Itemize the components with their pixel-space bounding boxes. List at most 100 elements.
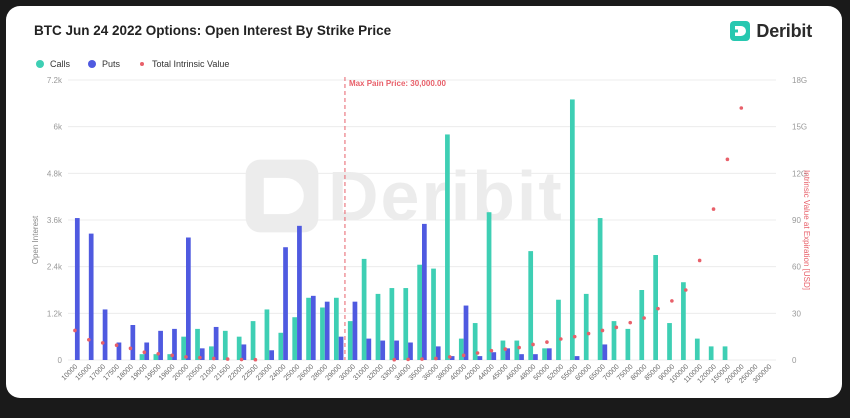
legend: Calls Puts Total Intrinsic Value	[36, 59, 229, 69]
intrinsic-point	[198, 355, 202, 360]
intrinsic-point	[572, 334, 577, 339]
calls-bar	[653, 255, 658, 360]
calls-bar	[209, 346, 214, 360]
puts-bar	[88, 233, 94, 360]
puts-bar	[505, 348, 511, 360]
calls-bar	[361, 258, 367, 360]
puts-bar	[380, 340, 386, 360]
intrinsic-point	[559, 337, 563, 341]
intrinsic-point	[545, 340, 549, 344]
calls-bar	[403, 288, 409, 360]
calls-bar	[458, 338, 464, 360]
y-axis-title: Open Interest	[31, 215, 40, 264]
intrinsic-point	[697, 258, 702, 263]
puts-bar	[435, 346, 441, 360]
calls-bar	[694, 338, 700, 360]
intrinsic-point	[253, 357, 258, 362]
intrinsic-point	[184, 355, 188, 359]
calls-bar	[542, 348, 547, 360]
calls-bar	[250, 321, 256, 360]
intrinsic-point	[531, 342, 535, 347]
brand-name: Deribit	[756, 20, 812, 41]
y2-tick-label: 15G	[792, 123, 807, 132]
intrinsic-point	[475, 351, 480, 355]
calls-bar	[139, 354, 145, 360]
intrinsic-point	[142, 350, 147, 355]
calls-bar	[292, 317, 298, 360]
calls-bar	[389, 288, 395, 360]
y-tick-label: 2.4k	[47, 263, 63, 272]
intrinsic-point	[392, 357, 397, 362]
y2-tick-label: 18G	[792, 76, 807, 85]
legend-swatch-calls	[36, 60, 44, 68]
puts-bar	[186, 237, 191, 360]
puts-bar	[602, 344, 608, 360]
legend-label-puts: Puts	[102, 59, 121, 69]
calls-bar	[611, 321, 617, 360]
y-tick-label: 0	[58, 356, 63, 365]
y2-tick-label: 60	[792, 263, 801, 272]
watermark: Deribit	[242, 156, 564, 236]
calls-bar	[264, 309, 270, 360]
calls-bar	[500, 340, 506, 360]
y2-tick-label: 90	[792, 216, 801, 225]
y-tick-label: 3.6k	[47, 216, 63, 225]
calls-bar	[181, 336, 186, 360]
legend-label-intrinsic: Total Intrinsic Value	[152, 59, 230, 69]
intrinsic-point	[128, 346, 133, 351]
puts-bar	[297, 225, 302, 360]
calls-bar	[320, 307, 325, 360]
calls-bar	[153, 354, 159, 360]
puts-bar	[199, 348, 205, 360]
puts-bar	[477, 356, 483, 360]
calls-bar	[445, 134, 450, 360]
puts-bar	[574, 356, 580, 360]
puts-bar	[283, 247, 288, 360]
calls-bar	[347, 321, 353, 360]
chart-card: BTC Jun 24 2022 Options: Open Interest B…	[6, 6, 842, 398]
calls-bar	[306, 297, 311, 360]
intrinsic-point	[642, 316, 646, 320]
puts-bar	[338, 336, 344, 360]
intrinsic-point	[447, 355, 452, 359]
intrinsic-point	[434, 356, 438, 361]
puts-bar	[158, 330, 163, 360]
calls-bar	[569, 99, 575, 360]
y2-tick-label: 30	[792, 309, 801, 318]
legend-item-calls[interactable]: Calls	[36, 59, 70, 69]
y2-axis-title: Intrinsic Value at Expiration [USD]	[802, 170, 811, 290]
calls-bar	[278, 332, 284, 360]
brand-logo[interactable]: Deribit	[729, 20, 812, 42]
puts-bar	[116, 342, 122, 360]
puts-bar	[102, 309, 108, 360]
legend-item-intrinsic[interactable]: Total Intrinsic Value	[138, 59, 229, 69]
chart-title: BTC Jun 24 2022 Options: Open Interest B…	[34, 23, 392, 38]
calls-bar	[597, 218, 603, 360]
calls-bar	[417, 264, 422, 360]
intrinsic-point	[87, 337, 91, 342]
intrinsic-point	[156, 351, 161, 356]
watermark-text: Deribit	[328, 157, 564, 235]
puts-bar	[144, 342, 150, 360]
legend-swatch-puts	[88, 60, 97, 68]
intrinsic-point	[628, 320, 633, 325]
intrinsic-point	[100, 341, 105, 345]
legend-item-puts[interactable]: Puts	[88, 59, 120, 69]
calls-bar	[375, 293, 381, 360]
calls-bar	[486, 212, 492, 360]
intrinsic-point	[600, 328, 605, 333]
intrinsic-point	[406, 357, 410, 362]
intrinsic-point	[239, 357, 244, 362]
calls-bar	[528, 251, 534, 360]
puts-bar	[269, 350, 275, 360]
calls-bar	[472, 323, 478, 360]
puts-bar	[352, 301, 358, 360]
intrinsic-point	[725, 157, 730, 162]
puts-bar	[241, 344, 247, 360]
calls-bar	[556, 299, 561, 360]
puts-bar	[310, 295, 316, 360]
calls-bar	[236, 336, 242, 360]
y2-tick-label: 12G	[792, 169, 807, 178]
calls-bar	[222, 330, 228, 360]
puts-bar	[408, 342, 413, 360]
